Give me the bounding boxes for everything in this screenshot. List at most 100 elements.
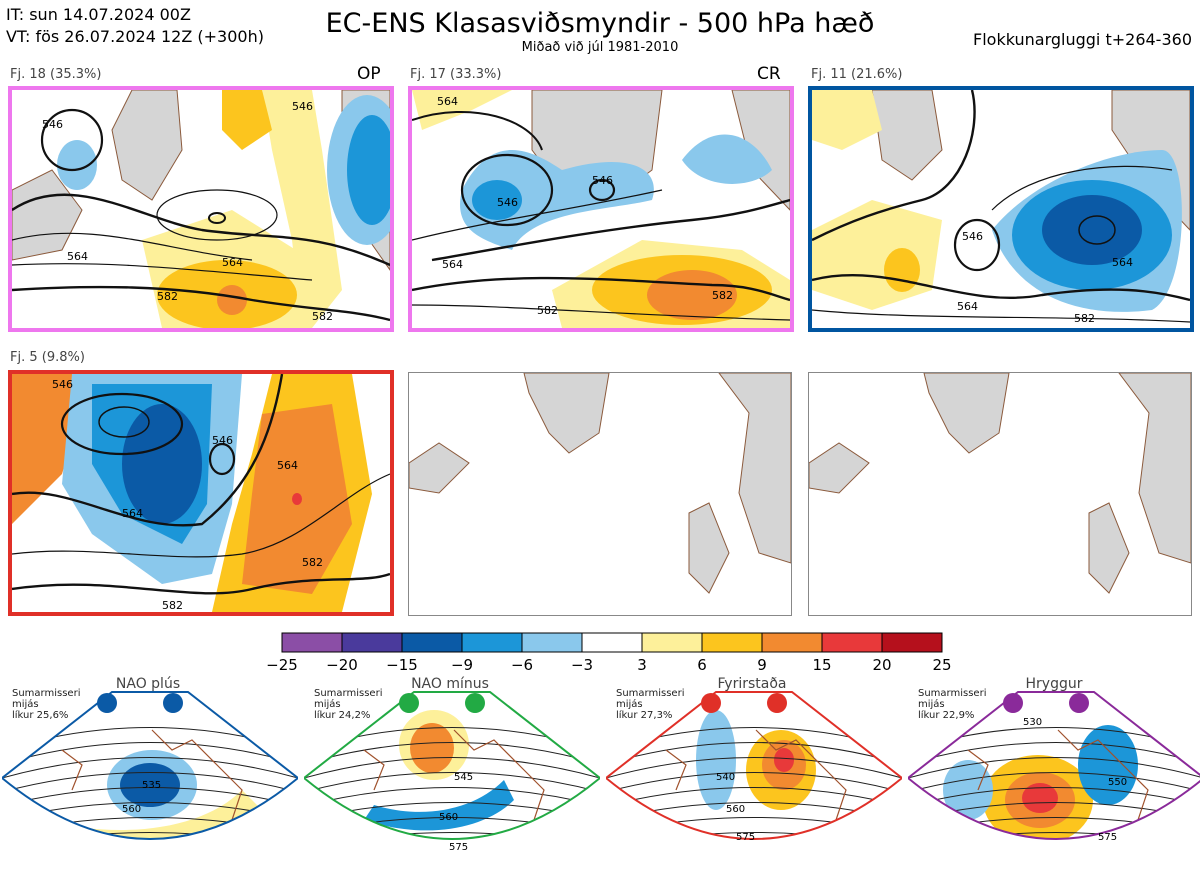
cluster-3-contour-label-2: 564 <box>957 300 978 313</box>
regime-likelihood: líkur 22,9% <box>918 710 975 721</box>
regime-map-4: 530 550 575 <box>908 691 1200 843</box>
colorbar-cell <box>821 632 883 653</box>
cluster-2-map: 564 546 546 564 582 582 <box>408 86 794 332</box>
cluster-3-contour-label-3: 582 <box>1074 312 1095 325</box>
cluster-4-contour-label-0: 546 <box>52 378 73 391</box>
regime-marker-dot <box>767 693 787 713</box>
cluster-3-contour-label-0: 546 <box>962 230 983 243</box>
cluster-4-contour-label-4: 582 <box>162 599 183 612</box>
regime-info: Sumarmisseri mijás líkur 27,3% <box>616 688 684 721</box>
regime-period: mijás <box>616 699 643 710</box>
colorbar <box>281 632 943 653</box>
cluster-2-label: Fj. 17 (33.3%) <box>410 67 502 82</box>
cluster-4-label: Fj. 5 (9.8%) <box>10 350 85 365</box>
regime-marker-dot <box>97 693 117 713</box>
cluster-4-contour-label-2: 564 <box>277 459 298 472</box>
cluster-2-contour-label-2: 546 <box>497 196 518 209</box>
initial-time: IT: sun 14.07.2024 00Z <box>6 5 191 24</box>
regime-map-2: 545 560 575 <box>304 691 600 853</box>
cluster-1-contour-label-5: 546 <box>292 100 313 113</box>
cluster-1-contour-label-4: 564 <box>67 250 88 263</box>
page-title: EC-ENS Klasasviðsmyndir - 500 hPa hæð <box>325 8 875 39</box>
cluster-2-tag: CR <box>757 64 781 84</box>
colorbar-cell <box>581 632 643 653</box>
colorbar-cell <box>401 632 463 653</box>
regime-period: mijás <box>12 699 39 710</box>
valid-time: VT: fös 26.07.2024 12Z (+300h) <box>6 27 264 46</box>
regime-likelihood: líkur 24,2% <box>314 710 371 721</box>
regime-contour-label: 550 <box>1108 777 1127 788</box>
colorbar-tick-label: 6 <box>697 656 707 674</box>
colorbar-cell <box>881 632 943 653</box>
regime-marker-dot <box>1003 693 1023 713</box>
colorbar-cell <box>281 632 343 653</box>
cluster-1-tag: OP <box>357 64 381 84</box>
cluster-2-contour-label-0: 564 <box>437 95 458 108</box>
colorbar-cell <box>341 632 403 653</box>
regime-map-3: 540 560 575 <box>606 691 902 843</box>
regime-marker-dot <box>465 693 485 713</box>
cluster-3-map: 546 564 564 582 <box>808 86 1194 332</box>
cluster-4-contour-label-3: 582 <box>302 556 323 569</box>
regime-season: Sumarmisseri <box>12 688 81 699</box>
colorbar-cell <box>701 632 763 653</box>
regime-marker-dot <box>163 693 183 713</box>
empty-map-panel-1 <box>408 372 792 616</box>
colorbar-tick-label: −9 <box>450 656 474 674</box>
cluster-2-contour-label-3: 564 <box>442 258 463 271</box>
regime-contour-label: 530 <box>1023 717 1042 728</box>
regime-period: mijás <box>918 699 945 710</box>
cluster-1-map: 546 564 582 582 564 546 <box>8 86 394 332</box>
cluster-4-contour-label-5: 546 <box>212 434 233 447</box>
cluster-1-contour-label-2: 582 <box>157 290 178 303</box>
cluster-3-contour-label-1: 564 <box>1112 256 1133 269</box>
colorbar-tick-label: 3 <box>637 656 647 674</box>
regime-contour-label: 535 <box>142 780 161 791</box>
regime-marker-dot <box>399 693 419 713</box>
page-subtitle: Miðað við júl 1981-2010 <box>521 40 679 55</box>
cluster-2-contour-label-5: 582 <box>537 304 558 317</box>
regime-likelihood: líkur 27,3% <box>616 710 673 721</box>
cluster-1-contour-label-0: 546 <box>42 118 63 131</box>
regime-title: NAO mínus <box>411 676 489 692</box>
colorbar-cell <box>641 632 703 653</box>
header-info: IT: sun 14.07.2024 00Z VT: fös 26.07.202… <box>6 4 264 48</box>
clustering-window: Flokkunargluggi t+264-360 <box>973 30 1192 49</box>
colorbar-cell <box>461 632 523 653</box>
colorbar-tick-label: −15 <box>386 656 418 674</box>
regime-contour-label: 560 <box>122 804 141 815</box>
colorbar-tick-label: −3 <box>570 656 594 674</box>
empty-map-panel-2 <box>808 372 1192 616</box>
colorbar-tick-label: 25 <box>932 656 952 674</box>
colorbar-tick-label: −25 <box>266 656 298 674</box>
regime-contour-label: 540 <box>716 772 735 783</box>
regime-season: Sumarmisseri <box>314 688 383 699</box>
regime-season: Sumarmisseri <box>918 688 987 699</box>
regime-marker-dot <box>701 693 721 713</box>
regime-info: Sumarmisseri mijás líkur 25,6% <box>12 688 80 721</box>
regime-map-1: 535 560 <box>2 691 298 840</box>
colorbar-cell <box>521 632 583 653</box>
regime-period: mijás <box>314 699 341 710</box>
cluster-1-contour-label-3: 582 <box>312 310 333 323</box>
regime-season: Sumarmisseri <box>616 688 685 699</box>
cluster-4-map: 546 564 564 582 582 546 <box>8 370 394 616</box>
regime-info: Sumarmisseri mijás líkur 24,2% <box>314 688 382 721</box>
regime-title: NAO plús <box>115 676 181 692</box>
colorbar-tick-label: 15 <box>812 656 832 674</box>
cluster-3-label: Fj. 11 (21.6%) <box>811 67 903 82</box>
regime-marker-dot <box>1069 693 1089 713</box>
regime-contour-label: 560 <box>439 812 458 823</box>
regime-info: Sumarmisseri mijás líkur 22,9% <box>918 688 986 721</box>
regime-contour-label: 545 <box>454 772 473 783</box>
cluster-1-label: Fj. 18 (35.3%) <box>10 67 102 82</box>
colorbar-tick-label: −6 <box>510 656 534 674</box>
regime-contour-label: 575 <box>1098 832 1117 843</box>
cluster-1-contour-label-1: 564 <box>222 256 243 269</box>
regime-contour-label: 575 <box>449 842 468 853</box>
colorbar-cell <box>761 632 823 653</box>
cluster-4-contour-label-1: 564 <box>122 507 143 520</box>
colorbar-tick-label: 9 <box>757 656 767 674</box>
regime-likelihood: líkur 25,6% <box>12 710 69 721</box>
colorbar-tick-label: 20 <box>872 656 892 674</box>
